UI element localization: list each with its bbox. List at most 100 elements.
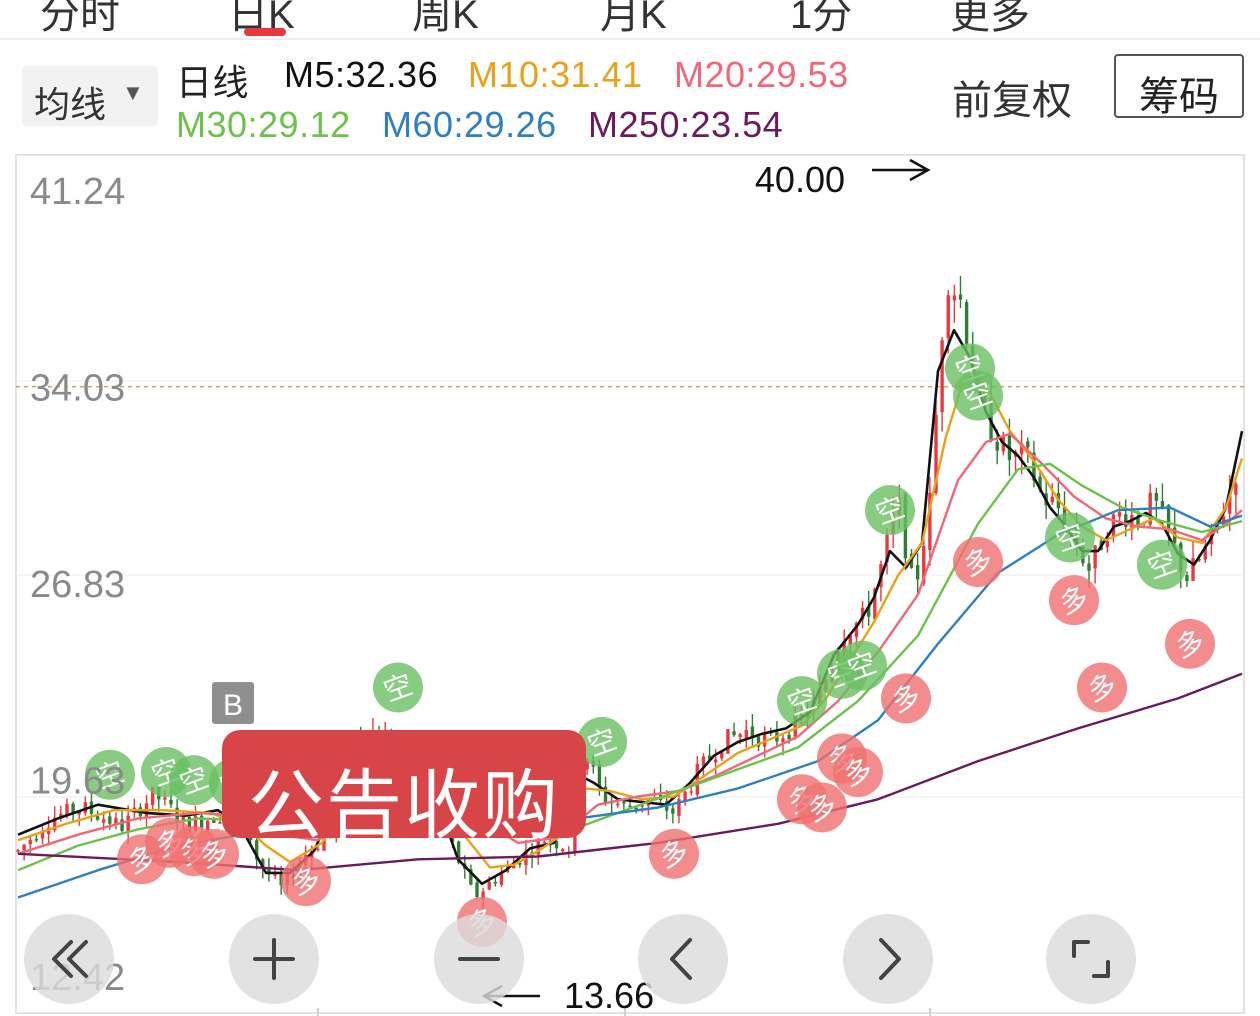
candle-body [628, 805, 632, 808]
candle-body [1185, 575, 1189, 581]
scroll-right-button[interactable] [843, 914, 933, 1004]
candle-body [206, 820, 210, 831]
candle-body [1228, 493, 1232, 514]
chip-distribution-button[interactable]: 筹码 [1114, 54, 1244, 119]
candle-body [273, 874, 277, 876]
candle-body [40, 831, 45, 839]
candle-body [1160, 500, 1165, 508]
high-price-label: 40.00 [755, 159, 845, 200]
ma-selector-dropdown[interactable]: 均线 ▼ [22, 66, 158, 126]
candle [475, 879, 479, 900]
candle-body [163, 797, 167, 800]
candle [915, 553, 920, 596]
candle-body [934, 414, 938, 494]
candle-body [1105, 541, 1110, 548]
candle-body [860, 607, 865, 620]
candle-body [1154, 493, 1159, 501]
candle [671, 803, 675, 824]
candle-body [1087, 563, 1091, 571]
tab-weekly[interactable]: 周K [412, 0, 479, 37]
tab-more[interactable]: 更多 [950, 0, 1030, 37]
sell-signal-marker: 空 [953, 370, 1003, 421]
y-tick-label: 26.83 [30, 564, 125, 606]
candle-body [187, 816, 192, 831]
fullscreen-button[interactable] [1046, 914, 1136, 1004]
period-tab-strip: 分时 日K 周K 月K 1分 更多 [0, 0, 1260, 38]
candle-body [634, 807, 638, 810]
y-tick-label: 34.03 [30, 368, 125, 410]
candle [885, 528, 889, 575]
sell-signal-marker: 空 [373, 662, 423, 713]
candle-body [475, 882, 479, 898]
candle-body [1038, 476, 1042, 490]
candle-body [481, 891, 485, 900]
candle-body [793, 714, 797, 737]
b-marker-box [212, 682, 254, 724]
scroll-left-button[interactable] [638, 914, 728, 1004]
candle-body [59, 813, 63, 819]
legend-ma60: M60:29.26 [382, 104, 557, 145]
candle-body [322, 836, 326, 851]
candle-body [542, 841, 547, 844]
candle-body [487, 881, 491, 890]
candle [1166, 504, 1171, 547]
buy-signal-marker: 多 [833, 747, 883, 797]
candle [928, 476, 932, 566]
candle-body [95, 816, 100, 820]
kline-chart[interactable]: 多多多多多多多多多多多多多多多多空空空空空空空空空空空空空空 41.24 34.0… [0, 150, 1260, 1016]
candle-body [922, 546, 926, 584]
candle [1154, 487, 1159, 521]
candle-body [732, 731, 736, 736]
candle [726, 729, 730, 755]
tab-monthly[interactable]: 月K [600, 0, 667, 37]
tab-intraday[interactable]: 分时 [40, 0, 120, 37]
candle-body [212, 818, 216, 824]
candle-body [952, 295, 957, 301]
candle [83, 796, 88, 816]
y-tick-label: 41.24 [30, 171, 125, 213]
zoom-out-icon [458, 957, 500, 961]
candle-body [958, 294, 963, 300]
fast-rewind-button[interactable] [24, 914, 114, 1004]
candle [744, 719, 748, 748]
candle-body [738, 734, 742, 738]
candle-body [842, 640, 846, 654]
candle-body [1197, 558, 1201, 561]
buy-signal-marker: 多 [1077, 662, 1127, 713]
signal-markers: 多多多多多多多多多多多多多多多多空空空空空空空空空空空空空空 [85, 343, 1215, 947]
tab-1min[interactable]: 1分 [790, 0, 853, 37]
high-price-annotation: 40.00 [755, 158, 931, 200]
candle [1185, 571, 1189, 587]
candle [707, 744, 712, 761]
candle-body [261, 859, 265, 869]
ma-selector-label: 均线 [34, 84, 107, 125]
legend-ma250: M250:23.54 [588, 104, 784, 145]
candle-body [1124, 514, 1128, 527]
chart-frame [15, 154, 1245, 1014]
announcement-badge: 公告收购 [222, 730, 586, 849]
candle [1234, 481, 1238, 514]
candle-body [585, 759, 589, 770]
candle-body [885, 534, 889, 562]
candle [1160, 483, 1165, 510]
sell-signal-marker: 空 [577, 717, 627, 767]
candle-body [928, 492, 932, 551]
zoom-in-button[interactable] [229, 914, 319, 1004]
candle-body [53, 817, 57, 831]
candle [720, 751, 724, 761]
zoom-out-button[interactable] [434, 914, 524, 1004]
candle-body [193, 815, 198, 831]
b-marker: B [212, 682, 254, 724]
candle-body [1117, 512, 1122, 517]
candle-body [873, 588, 877, 620]
candle [609, 796, 614, 813]
candle-body [267, 867, 271, 875]
candle [59, 805, 63, 822]
candle-body [744, 729, 748, 738]
candle [469, 864, 473, 886]
candle-body [1136, 517, 1140, 526]
candle-body [169, 799, 173, 805]
legend-ma20: M20:29.53 [674, 54, 849, 95]
buy-signal-marker: 多 [953, 537, 1003, 587]
price-adjust-toggle[interactable]: 前复权 [952, 79, 1072, 123]
